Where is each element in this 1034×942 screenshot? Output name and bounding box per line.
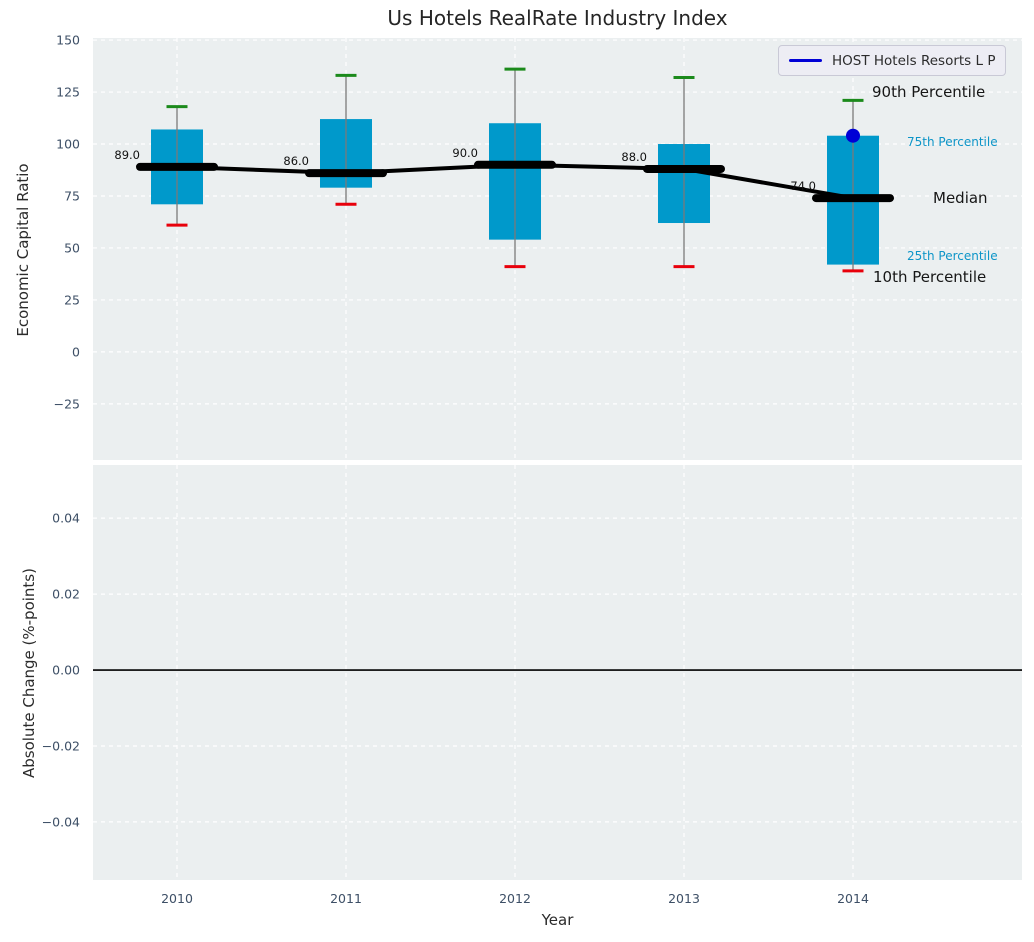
median-value-label-2011: 86.0 [283, 154, 309, 168]
x-axis-label: Year [541, 911, 574, 929]
median-value-label-2013: 88.0 [621, 150, 647, 164]
ytick-top-−25: −25 [54, 396, 80, 411]
annotation-10th-percentile: 10th Percentile [873, 268, 987, 286]
company-point-marker [846, 128, 860, 143]
ytick-bottom-0.02: 0.02 [52, 587, 80, 602]
chart-title: Us Hotels RealRate Industry Index [387, 6, 728, 30]
legend-label: HOST Hotels Resorts L P [832, 52, 996, 69]
median-value-label-2014: 74.0 [790, 179, 816, 193]
ytick-bottom-0.00: 0.00 [52, 663, 80, 678]
boxplot-2012 [489, 67, 541, 269]
ytick-bottom-−0.04: −0.04 [42, 814, 80, 829]
bottom-plot-background [93, 465, 1022, 880]
ytick-bottom-−0.02: −0.02 [42, 738, 80, 753]
annotation-90th-percentile: 90th Percentile [872, 83, 986, 101]
xtick-2012: 2012 [499, 891, 531, 906]
annotation-75th-percentile: 75th Percentile [907, 135, 998, 149]
top-plot-background [93, 38, 1022, 460]
ytick-top-125: 125 [56, 85, 80, 100]
legend: HOST Hotels Resorts L P [778, 45, 1007, 76]
xtick-2014: 2014 [837, 891, 869, 906]
ytick-top-25: 25 [64, 292, 80, 307]
annotation-25th-percentile: 25th Percentile [907, 249, 998, 263]
median-value-label-2012: 90.0 [452, 146, 478, 160]
ytick-top-50: 50 [64, 240, 80, 255]
ytick-bottom-0.04: 0.04 [52, 511, 80, 526]
ytick-top-100: 100 [56, 137, 80, 152]
ytick-top-75: 75 [64, 188, 80, 203]
ytick-top-150: 150 [56, 33, 80, 48]
y-axis-label-bottom: Absolute Change (%-points) [20, 568, 38, 778]
y-axis-label-top: Economic Capital Ratio [14, 163, 32, 337]
legend-line-swatch [789, 59, 822, 62]
xtick-2010: 2010 [161, 891, 193, 906]
ytick-top-0: 0 [72, 344, 80, 359]
median-value-label-2010: 89.0 [114, 148, 140, 162]
xtick-2013: 2013 [668, 891, 700, 906]
xtick-2011: 2011 [330, 891, 362, 906]
annotation-median: Median [933, 189, 988, 207]
